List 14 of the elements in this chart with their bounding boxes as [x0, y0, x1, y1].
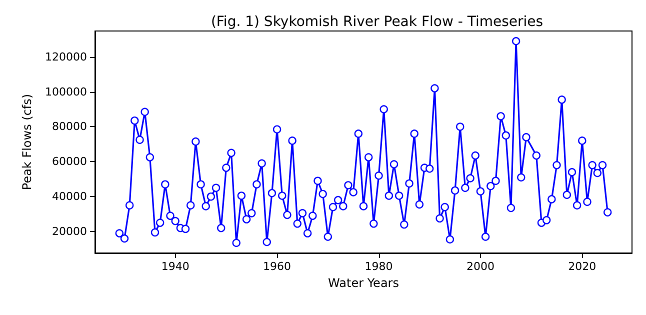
y-tick-label: 40000 — [52, 190, 87, 204]
x-tick-label: 2020 — [568, 260, 596, 273]
y-tick-label: 60000 — [52, 155, 87, 168]
y-tick-label: 80000 — [52, 120, 87, 134]
x-axis-title: Water Years — [328, 276, 399, 290]
y-tick-label: 120000 — [45, 50, 87, 64]
x-tick-label: 1980 — [364, 260, 393, 273]
x-tick-label: 1940 — [161, 260, 190, 273]
x-tick-label: 1960 — [263, 260, 292, 273]
y-tick-label: 100000 — [45, 85, 87, 98]
y-tick-label: 20000 — [52, 225, 87, 238]
y-axis-title: Peak Flows (cfs) — [20, 94, 34, 190]
chart-title: (Fig. 1) Skykomish River Peak Flow - Timeseries — [210, 14, 544, 30]
x-tick-label: 2000 — [466, 260, 494, 273]
